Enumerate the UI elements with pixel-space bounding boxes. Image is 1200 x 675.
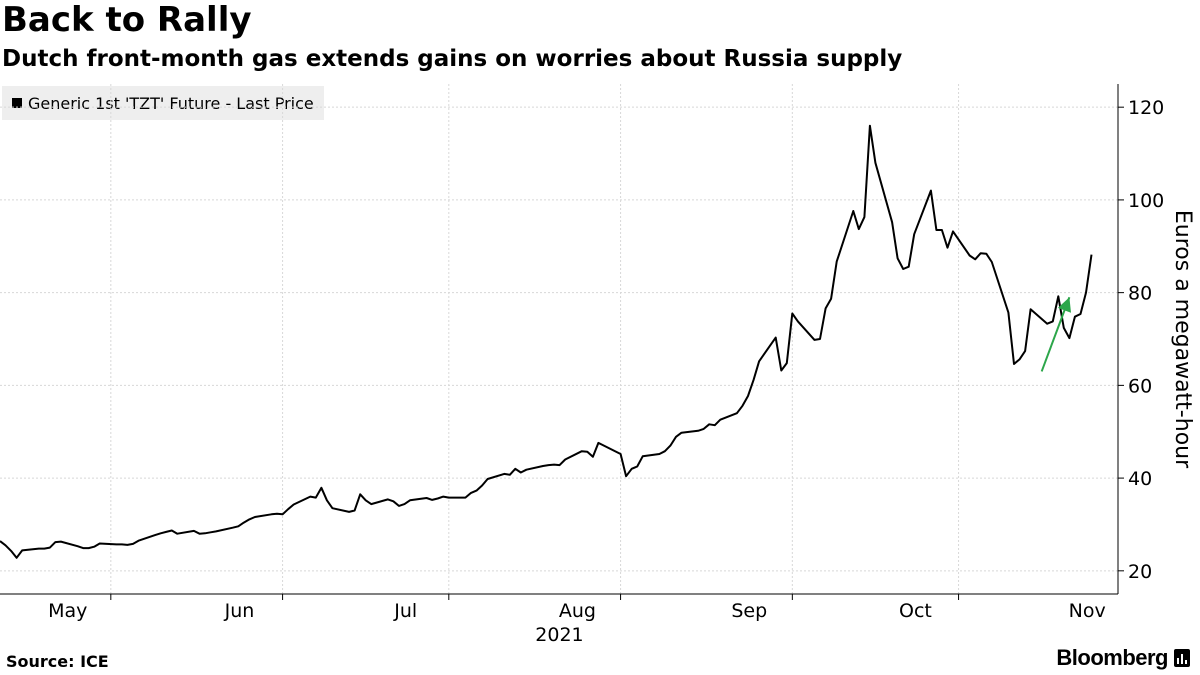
y-tick-label: 20	[1128, 561, 1152, 583]
x-tick-label: May	[48, 600, 87, 622]
annotation-layer	[1040, 296, 1071, 372]
y-tick-label: 100	[1128, 190, 1164, 212]
legend: Generic 1st 'TZT' Future - Last Price	[2, 86, 324, 120]
y-tick-label: 80	[1128, 283, 1152, 305]
legend-swatch	[12, 98, 22, 108]
legend-label: Generic 1st 'TZT' Future - Last Price	[28, 93, 314, 113]
x-tick-label: Nov	[1069, 600, 1106, 622]
brand-name: Bloomberg	[1056, 645, 1168, 670]
x-tick-label: Sep	[731, 600, 767, 622]
y-axis-title: Euros a megawatt-hour	[1170, 210, 1195, 469]
x-year-label: 2021	[535, 624, 583, 646]
source-note: Source: ICE	[6, 652, 109, 671]
axes: 20 40 60 80 100 120 May Jun Jul Aug Sep Oct Nov 2021 E…	[0, 84, 1195, 646]
x-tick-label: Aug	[559, 600, 596, 622]
trend-arrow-head	[1057, 297, 1071, 313]
series-line	[0, 124, 1093, 559]
grid-lines	[0, 84, 1118, 594]
series-layer	[0, 124, 1093, 559]
chart-subtitle: Dutch front-month gas extends gains on w…	[2, 46, 903, 72]
x-tick-label: Jun	[224, 600, 255, 622]
x-tick-label: Jul	[393, 600, 417, 622]
y-tick-label: 40	[1128, 468, 1152, 490]
bar-chart-icon	[1174, 649, 1190, 667]
x-tick-label: Oct	[899, 600, 932, 622]
brand-logo: Bloomberg	[1056, 645, 1190, 671]
y-tick-label: 120	[1128, 97, 1164, 119]
y-tick-label: 60	[1128, 375, 1152, 397]
chart-title: Back to Rally	[2, 0, 252, 40]
